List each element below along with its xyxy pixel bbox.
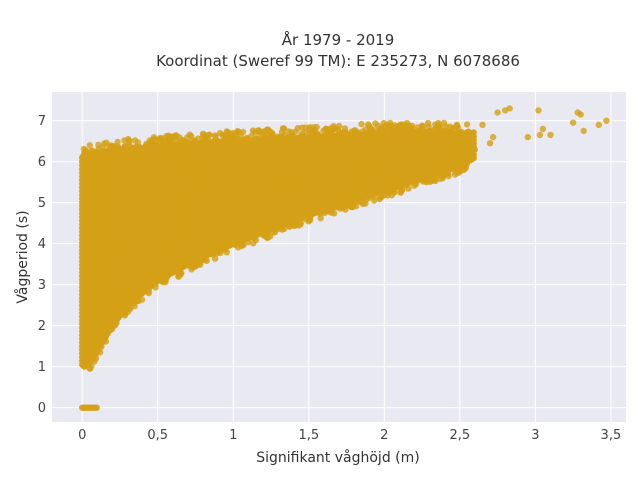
chart-title-line-1: År 1979 - 2019 xyxy=(282,30,395,49)
data-points xyxy=(79,105,610,411)
chart-title-line-2: Koordinat (Sweref 99 TM): E 235273, N 60… xyxy=(156,52,520,70)
